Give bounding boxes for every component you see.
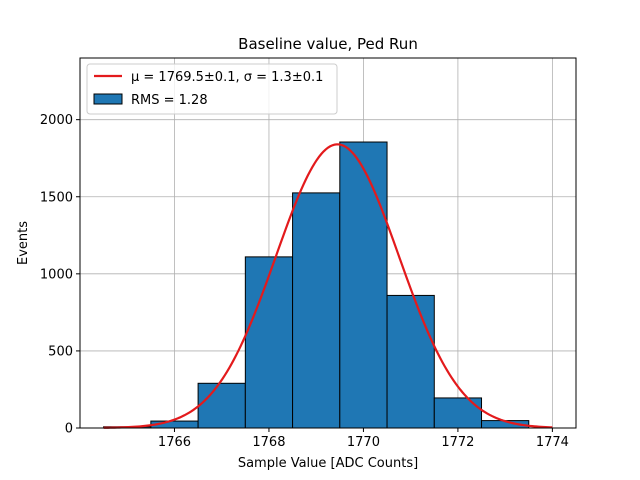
x-tick-label: 1772 bbox=[441, 435, 474, 450]
legend-hist-label: RMS = 1.28 bbox=[131, 93, 208, 108]
y-tick-label: 2000 bbox=[40, 113, 73, 128]
histogram-bar bbox=[433, 397, 483, 429]
legend-box bbox=[86, 63, 338, 115]
histogram-bar bbox=[197, 382, 246, 429]
x-tick-label: 1768 bbox=[252, 435, 285, 450]
x-axis-label: Sample Value [ADC Counts] bbox=[238, 456, 418, 471]
legend: μ = 1769.5±0.1, σ = 1.3±0.1 RMS = 1.28 bbox=[86, 63, 338, 115]
x-tick-label: 1766 bbox=[158, 435, 191, 450]
legend-fit-label: μ = 1769.5±0.1, σ = 1.3±0.1 bbox=[131, 70, 323, 85]
x-tick-label: 1774 bbox=[536, 435, 569, 450]
gaussian-fit-curve bbox=[103, 143, 553, 429]
histogram-bar bbox=[339, 141, 388, 429]
y-axis-ticks: 0 500 1000 1500 2000 bbox=[40, 113, 80, 437]
y-tick-label: 500 bbox=[48, 344, 73, 359]
y-tick-label: 1000 bbox=[40, 267, 73, 282]
y-tick-label: 1500 bbox=[40, 190, 73, 205]
x-tick-label: 1770 bbox=[347, 435, 380, 450]
plot-frame bbox=[79, 57, 577, 429]
histogram-bars bbox=[103, 141, 530, 429]
histogram-bar bbox=[292, 192, 341, 429]
chart-title: Baseline value, Ped Run bbox=[238, 35, 418, 53]
x-axis-ticks: 1766 1768 1770 1772 1774 bbox=[158, 428, 569, 450]
histogram-bar bbox=[244, 256, 294, 429]
histogram-bar bbox=[386, 294, 435, 429]
legend-hist-swatch bbox=[93, 93, 123, 105]
y-tick-label: 0 bbox=[65, 422, 73, 437]
y-axis-label: Events bbox=[16, 221, 31, 265]
